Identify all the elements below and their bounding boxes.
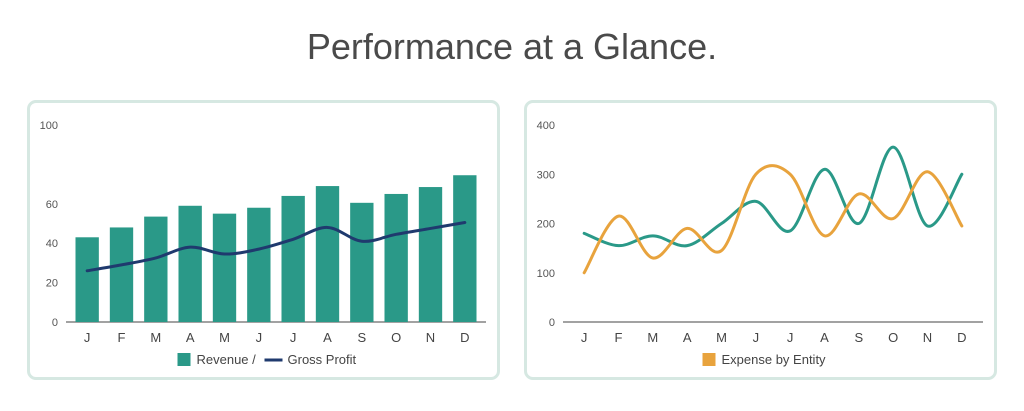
revenue-bar (281, 195, 305, 322)
series-0-line (582, 145, 964, 248)
gross-profit-line (85, 221, 467, 273)
x-tick-label: A (186, 330, 195, 345)
y-tick-label: 200 (537, 219, 555, 231)
x-tick-label: A (323, 330, 332, 345)
revenue-bar (418, 187, 443, 322)
revenue-chart: 0 20 40 60 100 J F M A M J J A S O N D Revenue / Gross Pro… (40, 120, 486, 367)
legend-swatch (702, 353, 716, 366)
revenue-bar (109, 227, 134, 322)
x-tick-label: J (787, 330, 794, 345)
x-tick-label: M (219, 330, 230, 345)
revenue-bar (212, 213, 237, 322)
revenue-bar (384, 193, 408, 322)
x-tick-label: A (820, 330, 829, 345)
revenue-bar (75, 237, 99, 322)
revenue-bar (350, 202, 374, 322)
x-tick-label: M (647, 330, 658, 345)
x-tick-label: M (716, 330, 727, 345)
expense-by-entity-line (582, 164, 964, 275)
x-tick-label: M (150, 330, 161, 345)
y-tick-label: 0 (549, 317, 555, 329)
expense-chart: 0 100 200 300 400 J F M A M J J A S O N D Expense by Enti… (537, 120, 983, 367)
y-tick-label: 40 (46, 238, 58, 250)
x-tick-label: F (615, 330, 623, 345)
x-tick-label: J (581, 330, 588, 345)
x-tick-label: J (290, 330, 297, 345)
x-tick-label: O (391, 330, 401, 345)
y-tick-label: 300 (537, 169, 555, 181)
legend-label: Expense by Entity (722, 352, 827, 367)
x-tick-label: D (460, 330, 469, 345)
legend-label: Gross Profit (288, 352, 357, 367)
expense-chart-card: 0 100 200 300 400 J F M A M J J A S O N D Expense by Enti… (524, 100, 997, 380)
x-tick-label: O (888, 330, 898, 345)
revenue-bar (144, 216, 168, 322)
y-tick-label: 0 (52, 317, 58, 329)
x-tick-label: D (957, 330, 966, 345)
page-title: Performance at a Glance. (306, 26, 718, 67)
legend-swatch (177, 353, 191, 366)
y-tick-label: 100 (537, 268, 555, 280)
y-tick-label: 60 (46, 199, 58, 211)
y-tick-label: 20 (46, 278, 58, 290)
revenue-bar (247, 207, 271, 322)
y-tick-label: 400 (537, 120, 555, 132)
x-tick-label: J (256, 330, 262, 345)
x-tick-label: N (426, 330, 435, 345)
revenue-chart-card: 0 20 40 60 100 J F M A M J J A S O N D Revenue / Gross Pro… (27, 100, 500, 380)
revenue-bar (315, 186, 340, 322)
x-tick-label: A (683, 330, 692, 345)
y-tick-label: 100 (40, 120, 58, 132)
x-tick-label: S (357, 330, 366, 345)
revenue-bar (453, 175, 477, 322)
x-tick-label: N (923, 330, 932, 345)
x-tick-label: J (84, 330, 91, 345)
revenue-bar (178, 205, 202, 322)
x-tick-label: S (854, 330, 863, 345)
legend-label: Revenue / (197, 352, 257, 367)
x-tick-label: F (118, 330, 126, 345)
x-tick-label: J (753, 330, 760, 345)
